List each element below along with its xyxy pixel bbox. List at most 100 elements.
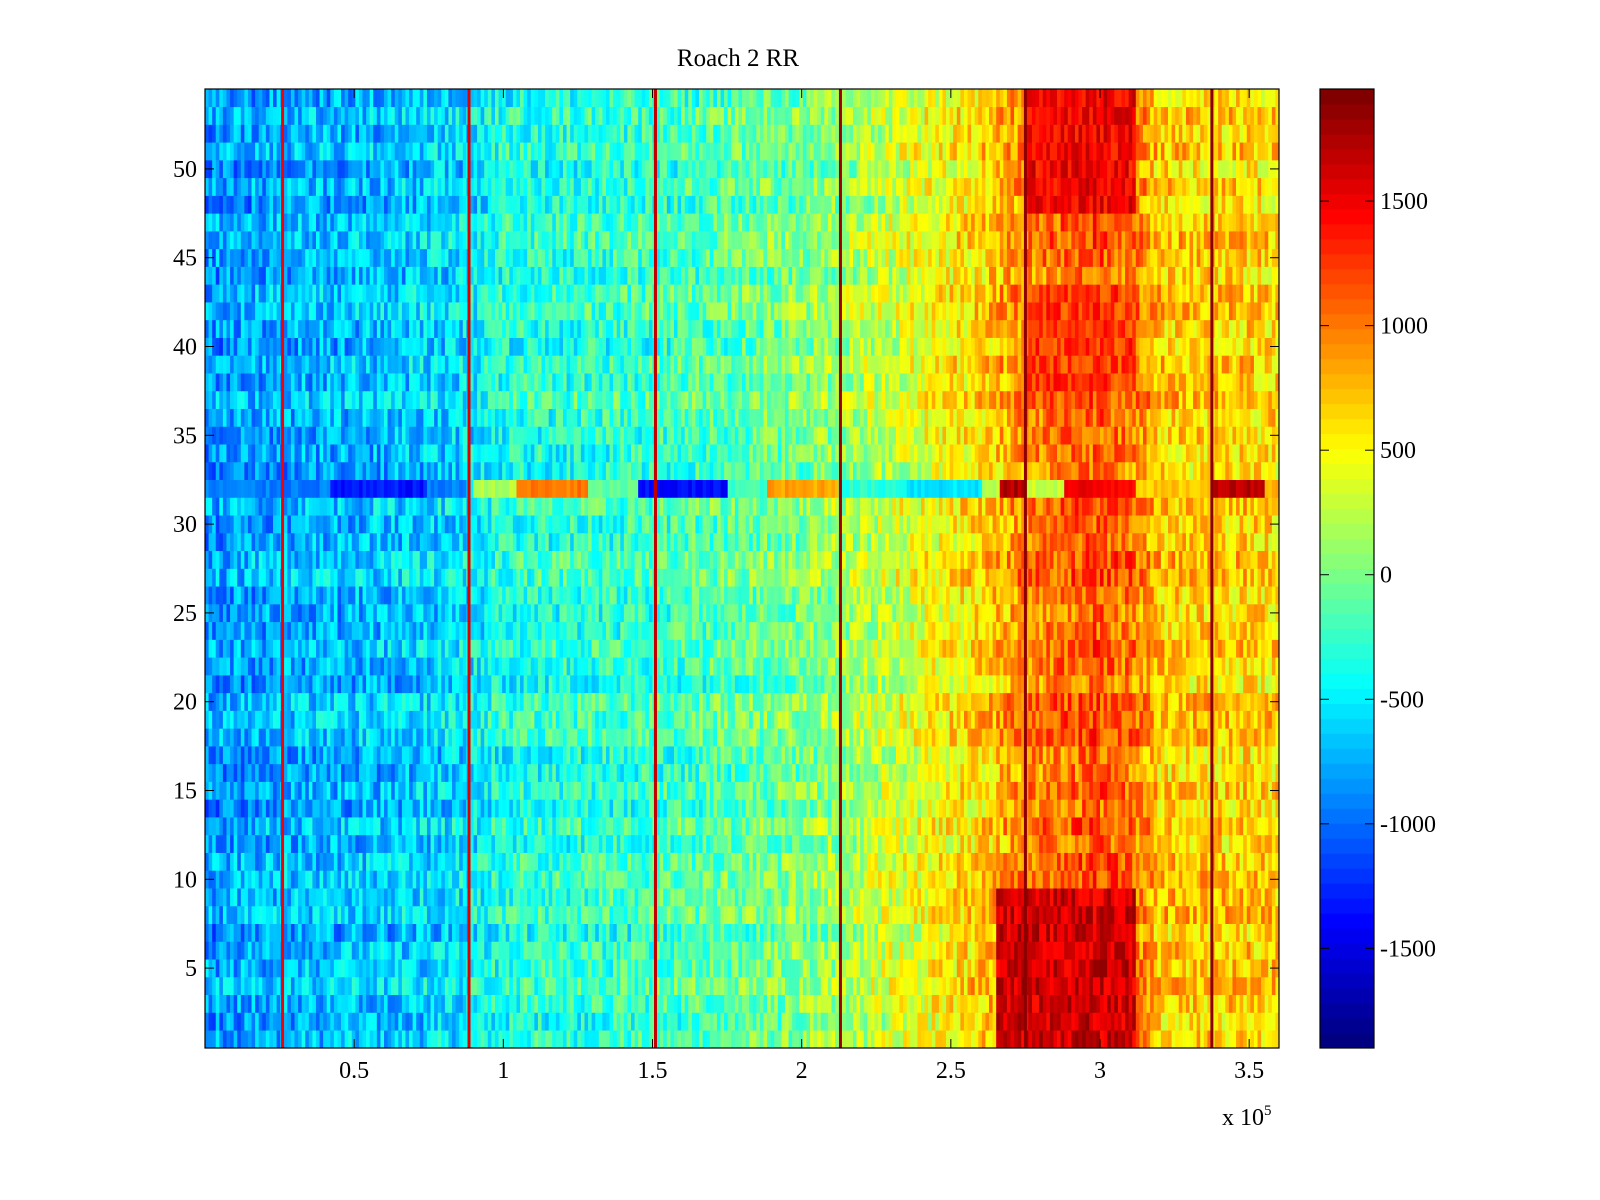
heatmap-cell	[942, 852, 947, 871]
heatmap-cell	[989, 852, 993, 871]
heatmap-cell	[638, 817, 643, 836]
heatmap-cell	[849, 994, 854, 1013]
heatmap-cell	[384, 834, 388, 853]
heatmap-cell	[745, 781, 750, 800]
heatmap-cell	[802, 781, 807, 800]
heatmap-cell	[1189, 763, 1194, 782]
heatmap-cell	[412, 1012, 417, 1031]
heatmap-cell	[924, 799, 929, 818]
heatmap-cell	[212, 817, 217, 836]
heatmap-cell	[1132, 941, 1137, 960]
heatmap-cell	[527, 888, 532, 907]
heatmap-cell	[1021, 1030, 1026, 1049]
heatmap-cell	[727, 1012, 732, 1031]
heatmap-cell	[852, 905, 857, 924]
heatmap-cell	[434, 941, 439, 960]
heatmap-cell	[1014, 1012, 1019, 1031]
heatmap-cell	[394, 923, 399, 942]
heatmap-cell	[215, 746, 220, 765]
heatmap-cell	[215, 959, 220, 978]
heatmap-cell	[831, 1012, 836, 1031]
heatmap-cell	[283, 817, 288, 836]
heatmap-cell	[409, 746, 414, 765]
heatmap-cell	[437, 834, 442, 853]
heatmap-cell	[273, 870, 277, 889]
heatmap-cell	[563, 799, 567, 818]
heatmap-cell	[494, 905, 499, 924]
heatmap-cell	[1103, 941, 1108, 960]
heatmap-cell	[473, 905, 478, 924]
heatmap-cell	[946, 959, 951, 978]
heatmap-cell	[1103, 781, 1108, 800]
heatmap-cell	[337, 817, 342, 836]
heatmap-cell	[681, 1030, 686, 1049]
heatmap-cell	[226, 994, 231, 1013]
heatmap-cell	[842, 852, 847, 871]
heatmap-cell	[895, 746, 900, 765]
heatmap-cell	[784, 746, 789, 765]
heatmap-cell	[1218, 1030, 1223, 1049]
heatmap-cell	[781, 817, 786, 836]
heatmap-cell	[573, 994, 578, 1013]
heatmap-cell	[276, 994, 281, 1013]
heatmap-cell	[394, 959, 399, 978]
heatmap-cell	[810, 870, 814, 889]
heatmap-cell	[860, 976, 865, 996]
heatmap-cell	[1271, 1030, 1276, 1049]
heatmap-cell	[788, 923, 793, 942]
heatmap-cell	[523, 888, 528, 907]
heatmap-cell	[960, 817, 965, 836]
heatmap-cell	[971, 781, 976, 800]
heatmap-cell	[949, 781, 954, 800]
heatmap-cell	[341, 888, 346, 907]
heatmap-cell	[290, 905, 295, 924]
heatmap-cell	[344, 799, 349, 818]
heatmap-cell	[817, 888, 822, 907]
heatmap-cell	[398, 870, 403, 889]
heatmap-cell	[1100, 781, 1104, 800]
heatmap-cell	[831, 976, 836, 996]
heatmap-cell	[863, 817, 868, 836]
heatmap-cell	[430, 923, 435, 942]
heatmap-cell	[480, 959, 485, 978]
heatmap-cell	[1064, 994, 1069, 1013]
heatmap-cell	[1125, 994, 1130, 1013]
heatmap-cell	[1057, 852, 1062, 871]
heatmap-cell	[1203, 852, 1208, 871]
heatmap-cell	[620, 994, 625, 1013]
heatmap-cell	[1196, 923, 1201, 942]
heatmap-cell	[1214, 905, 1219, 924]
heatmap-cell	[613, 763, 618, 782]
heatmap-cell	[645, 870, 650, 889]
heatmap-cell	[459, 1012, 464, 1031]
heatmap-cell	[555, 746, 560, 765]
heatmap-cell	[301, 1030, 306, 1049]
heatmap-cell	[1064, 781, 1069, 800]
heatmap-cell	[1250, 799, 1255, 818]
heatmap-cell	[387, 852, 392, 871]
heatmap-cell	[860, 905, 865, 924]
heatmap-cell	[813, 923, 818, 942]
heatmap-cell	[734, 834, 739, 853]
heatmap-cell	[1006, 870, 1011, 889]
heatmap-cell	[480, 994, 485, 1013]
heatmap-cell	[759, 888, 764, 907]
heatmap-cell	[548, 799, 553, 818]
heatmap-cell	[799, 1012, 804, 1031]
heatmap-cell	[795, 905, 800, 924]
heatmap-cell	[545, 852, 550, 871]
heatmap-cell	[491, 870, 496, 889]
heatmap-cell	[806, 817, 811, 836]
heatmap-cell	[1053, 870, 1058, 889]
heatmap-cell	[641, 941, 646, 960]
heatmap-cell	[1092, 852, 1097, 871]
heatmap-cell	[265, 834, 270, 853]
heatmap-cell	[1085, 976, 1090, 996]
heatmap-cell	[498, 959, 503, 978]
heatmap-cell	[330, 834, 335, 853]
heatmap-cell	[1185, 852, 1190, 871]
heatmap-cell	[1096, 941, 1101, 960]
heatmap-cell	[852, 976, 857, 996]
heatmap-cell	[817, 834, 822, 853]
heatmap-cell	[502, 1030, 507, 1049]
